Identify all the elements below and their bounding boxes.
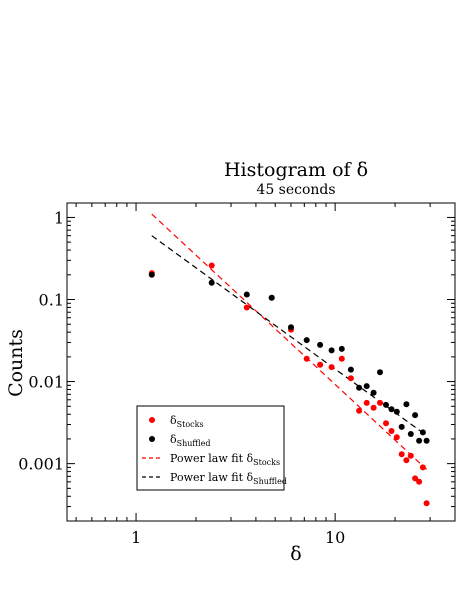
legend-entry: Power law fit δStocks [170, 452, 280, 467]
point-shuffled [423, 437, 430, 444]
point-shuffled [416, 437, 423, 444]
point-shuffled [363, 383, 370, 390]
y-tick-label: 0.1 [39, 291, 64, 310]
point-stocks [328, 364, 335, 371]
point-stocks [403, 457, 410, 464]
point-shuffled [370, 389, 377, 396]
point-shuffled [317, 341, 324, 348]
point-stocks [377, 399, 383, 406]
point-stocks [338, 355, 345, 362]
axis-ticks [67, 203, 456, 522]
point-stocks [419, 464, 426, 471]
legend-point-swatch [149, 436, 155, 442]
x-tick-label: 10 [325, 528, 345, 547]
legend-entry: Power law fit δShuffled [170, 471, 287, 486]
point-stocks [243, 304, 250, 311]
point-shuffled [268, 294, 275, 301]
point-stocks [383, 420, 389, 427]
point-stocks [317, 361, 324, 368]
axis-tick-labels: 1 10 1 0.1 0.01 0.001 [18, 208, 345, 547]
legend-entry: δStocks [170, 414, 204, 429]
y-axis-label: Counts [5, 329, 27, 397]
point-shuffled [383, 401, 389, 408]
point-shuffled [148, 271, 155, 278]
point-stocks [412, 475, 419, 482]
point-shuffled [347, 366, 354, 373]
point-shuffled [208, 279, 215, 286]
legend-box [136, 405, 285, 491]
point-stocks [208, 262, 215, 269]
point-shuffled [377, 369, 383, 376]
point-shuffled [356, 384, 363, 391]
point-stocks [370, 404, 377, 411]
point-stocks [303, 355, 310, 362]
legend-entry: δShuffled [170, 433, 211, 448]
x-tick-label: 1 [131, 528, 141, 547]
point-shuffled [338, 345, 345, 352]
point-shuffled [419, 429, 426, 436]
point-stocks [393, 434, 400, 441]
legend-point-swatch [149, 417, 155, 423]
point-stocks [398, 451, 405, 458]
data-points [148, 262, 430, 507]
point-shuffled [393, 408, 400, 415]
point-shuffled [412, 412, 419, 419]
point-shuffled [288, 324, 294, 331]
point-shuffled [328, 347, 335, 354]
point-stocks [423, 500, 430, 507]
point-shuffled [403, 401, 410, 408]
y-tick-label: 0.01 [28, 373, 64, 392]
point-shuffled [398, 423, 405, 430]
x-axis-label: δ [290, 543, 301, 565]
point-stocks [407, 452, 414, 459]
point-shuffled [303, 337, 310, 344]
y-tick-label: 1 [54, 208, 64, 227]
y-tick-label: 0.001 [18, 455, 64, 474]
point-stocks [363, 399, 370, 406]
point-stocks [416, 478, 423, 485]
point-shuffled [243, 291, 250, 298]
point-stocks [388, 428, 395, 434]
chart-subtitle: 45 seconds [256, 182, 335, 198]
fit-line-stocks [151, 213, 428, 470]
point-stocks [356, 407, 363, 414]
point-shuffled [407, 431, 414, 437]
chart-title: Histogram of δ [224, 159, 368, 181]
point-shuffled [388, 406, 395, 413]
plot-frame [66, 202, 456, 522]
point-stocks [347, 375, 354, 382]
legend: δStocks δShuffled Power law fit δStocks Pow… [136, 405, 287, 491]
